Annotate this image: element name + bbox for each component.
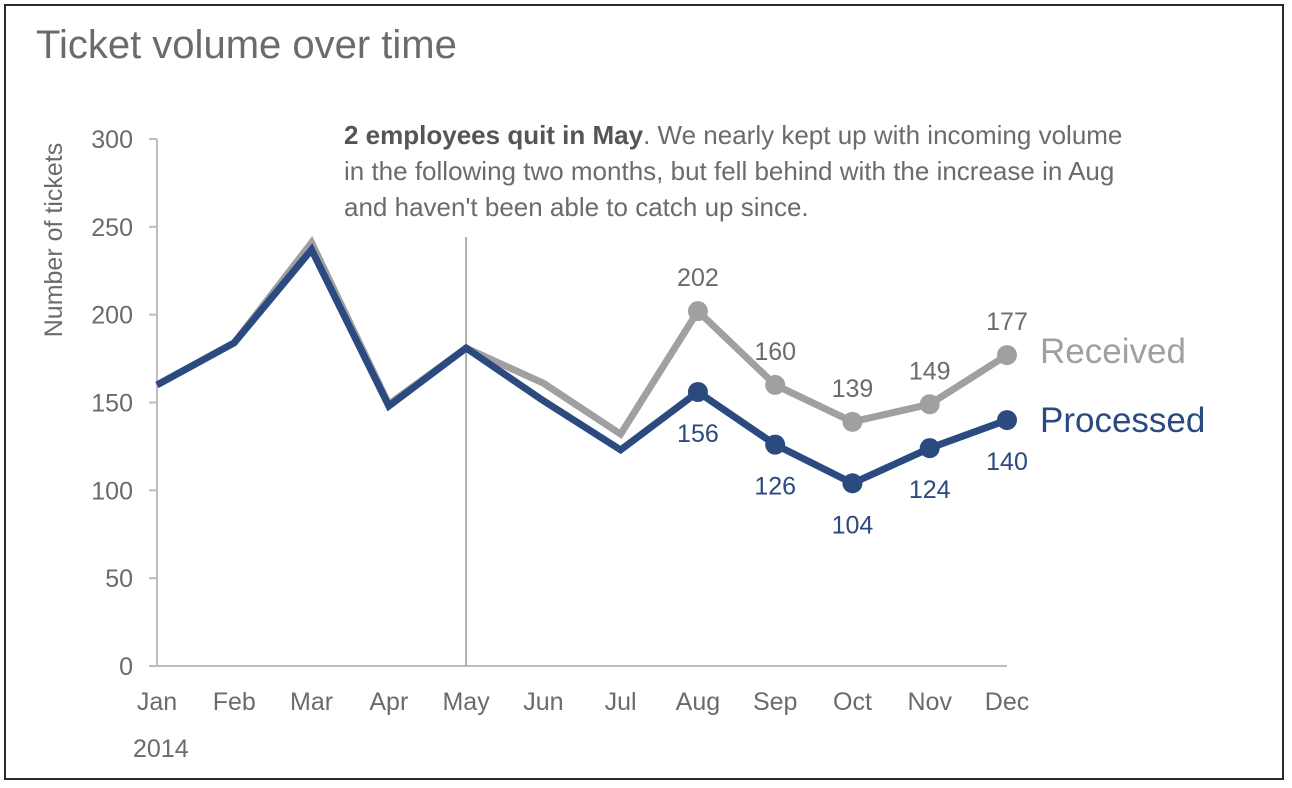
annotation-bold: 2 employees quit in May	[344, 120, 644, 150]
annotation-line-2: in the following two months, but fell be…	[344, 156, 1114, 186]
data-point-processed	[687, 381, 708, 402]
data-label-received: 160	[754, 338, 796, 366]
series-name-received: Received	[1040, 332, 1186, 371]
y-tick-label: 200	[91, 302, 133, 330]
x-tick-label: Mar	[290, 688, 333, 716]
data-point-processed	[997, 410, 1017, 431]
data-label-processed: 104	[832, 511, 874, 539]
data-label-received: 202	[677, 264, 719, 292]
x-tick-label: Dec	[985, 688, 1029, 716]
x-tick-label: Jun	[523, 688, 563, 716]
x-tick-label: May	[442, 688, 490, 716]
data-label-received: 149	[909, 357, 951, 385]
x-tick-label: Apr	[369, 688, 408, 716]
data-label-processed: 124	[909, 476, 951, 504]
series-line-processed	[155, 243, 1009, 488]
data-point-received	[842, 411, 863, 432]
x-tick-label: Jul	[605, 688, 637, 716]
y-tick-label: 100	[91, 477, 133, 505]
x-tick-label: Oct	[833, 688, 872, 716]
year-label: 2014	[133, 735, 189, 763]
y-axis-label: Number of tickets	[40, 143, 68, 338]
y-tick-label: 150	[91, 390, 133, 418]
data-labels: 202 160 139 149 177 156 126 104 124 140 Received Pr…	[677, 264, 1205, 539]
data-label-processed: 126	[754, 473, 796, 501]
series-line-received	[155, 236, 1009, 440]
y-tick-label: 50	[105, 565, 133, 593]
data-point-received	[765, 374, 786, 395]
data-point-received	[997, 345, 1017, 366]
data-label-processed: 140	[986, 448, 1028, 476]
x-tick-label: Nov	[907, 688, 952, 716]
data-point-processed	[919, 438, 940, 459]
data-point-received	[687, 301, 708, 322]
data-label-processed: 156	[677, 420, 719, 448]
annotation-line-1: 2 employees quit in May. We nearly kept …	[344, 120, 1122, 150]
x-tick-label: Feb	[213, 688, 256, 716]
data-point-processed	[842, 473, 863, 494]
y-tick-label: 300	[91, 126, 133, 154]
data-label-received: 139	[832, 375, 874, 403]
series-lines	[155, 236, 1017, 494]
annotation-rest: . We nearly kept up with incoming volume	[643, 120, 1122, 150]
data-label-received: 177	[986, 308, 1028, 336]
y-tick-label: 0	[119, 653, 133, 681]
data-point-processed	[765, 434, 786, 455]
x-tick-label: Jan	[137, 688, 177, 716]
annotation-line-3: and haven't been able to catch up since.	[344, 192, 809, 222]
data-point-received	[919, 394, 940, 415]
chart-title: Ticket volume over time	[36, 23, 457, 67]
x-tick-label: Aug	[676, 688, 720, 716]
axes: 0 50 100 150 200 250 300 Jan Feb Mar Apr May Jun Jul A…	[91, 126, 1029, 716]
x-tick-label: Sep	[753, 688, 797, 716]
y-tick-label: 250	[91, 214, 133, 242]
series-name-processed: Processed	[1040, 401, 1205, 440]
